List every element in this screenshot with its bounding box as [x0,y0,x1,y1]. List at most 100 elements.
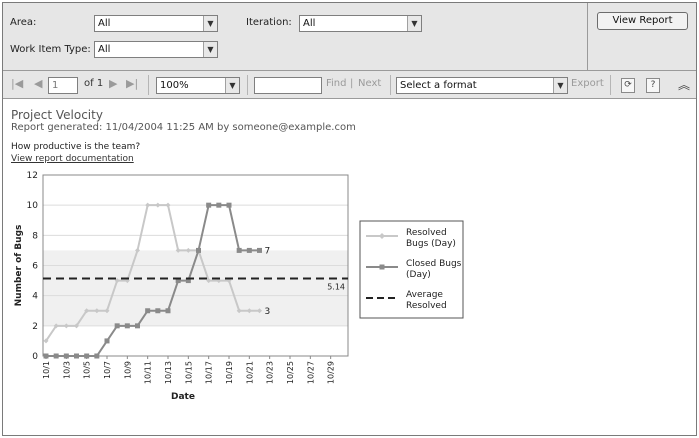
data-point [185,278,191,284]
data-point [104,308,110,314]
find-separator: | [350,78,354,89]
previous-page-icon[interactable]: ◀ [34,77,43,90]
plot-border [42,174,349,357]
resolved-end-label: 3 [265,307,271,317]
legend-label-line: (Day) [406,270,431,280]
data-point [135,323,140,329]
export-format-value: Select a format [400,80,477,91]
parameters-bar: Area: All ▼ Iteration: All ▼ Work Item T… [3,3,696,71]
toolbar-separator [390,75,391,95]
x-tick-label: 10/5 [83,361,92,379]
work-item-type-select[interactable]: All ▼ [94,41,218,58]
data-point [226,278,232,284]
x-tick-label: 10/23 [266,361,275,384]
legend-label-line: Resolved [406,301,447,311]
x-tick-label: 10/19 [225,361,234,384]
y-tick-label: 12 [27,171,38,181]
legend-box [359,220,464,319]
y-tick-label: 6 [32,262,38,272]
report-title: Project Velocity [11,108,103,122]
view-report-button[interactable]: View Report [597,12,688,30]
x-tick-label: 10/11 [144,361,153,384]
data-point [145,308,151,314]
report-toolbar: |◀ ◀ 1 of 1 ▶ ▶| 100% ▼ Find | Next Sele… [3,71,696,99]
find-link[interactable]: Find [326,78,347,89]
area-select-value: All [98,18,111,29]
x-tick-label: 10/27 [306,361,315,384]
export-format-select[interactable]: Select a format ▼ [396,77,568,94]
chevron-down-icon[interactable]: ▼ [225,78,239,93]
data-point [236,308,242,314]
data-point [246,308,252,314]
toolbar-separator [148,75,149,95]
iteration-select-value: All [303,18,316,29]
toolbar-separator [610,75,611,95]
chevron-down-icon[interactable]: ▼ [203,42,217,57]
data-point [216,278,222,284]
data-point [236,247,242,253]
view-report-documentation-link[interactable]: View report documentation [11,154,134,164]
next-page-icon[interactable]: ▶ [109,77,118,90]
data-point [63,353,69,359]
data-point [226,202,232,208]
x-tick-label: 10/15 [184,361,193,384]
chevron-down-icon[interactable]: ▼ [203,16,217,31]
plot-shaded-band [43,250,348,326]
toolbar-separator [247,75,248,95]
data-point [63,323,69,329]
area-select[interactable]: All ▼ [94,15,218,32]
data-point [53,323,59,329]
y-tick-label: 2 [32,322,38,332]
x-tick-label: 10/9 [123,361,132,379]
x-tick-label: 10/1 [42,361,51,379]
collapse-icon[interactable]: ︽ [678,78,691,92]
zoom-select[interactable]: 100% ▼ [156,77,240,94]
export-link[interactable]: Export [571,78,604,89]
data-point [155,202,161,208]
report-content: Project Velocity Report generated: 11/04… [3,100,696,435]
refresh-icon[interactable]: ⟳ [621,78,635,93]
x-tick-label: 10/7 [103,361,112,379]
data-point [135,247,140,253]
next-link[interactable]: Next [358,78,382,89]
report-generated: Report generated: 11/04/2004 11:25 AM by… [11,122,356,133]
data-point [84,308,90,314]
legend-label-line: Closed Bugs [406,259,462,269]
area-label: Area: [10,17,37,28]
iteration-label: Iteration: [246,17,292,28]
data-point [196,247,201,253]
data-point [53,353,59,359]
chevron-down-icon[interactable]: ▼ [553,78,567,93]
data-point [206,278,212,284]
data-point [257,247,262,253]
y-tick-label: 10 [27,201,39,211]
data-point [165,308,171,314]
data-point [145,202,151,208]
series-line [46,204,260,357]
y-tick-label: 0 [32,352,38,362]
data-point [124,323,130,329]
velocity-chart: 0 2 4 6 8 10 12 10/1 10/3 10/5 10/7 10/9 10/11 10/13 1… [14,171,464,402]
data-point [104,338,110,344]
y-tick-label: 8 [32,231,38,241]
page-number-input[interactable]: 1 [48,77,78,94]
chevron-down-icon[interactable]: ▼ [407,16,421,31]
data-point [175,278,181,284]
data-point [74,323,79,329]
legend-label-line: Resolved [406,228,447,238]
page-number-value: 1 [52,80,59,91]
data-point [94,353,100,359]
first-page-icon[interactable]: |◀ [11,77,24,90]
data-point [155,308,161,314]
help-icon[interactable]: ? [646,78,660,93]
x-tick-label: 10/29 [327,361,336,384]
data-point [257,308,262,314]
data-point [43,338,49,344]
closed-end-label: 7 [265,246,271,256]
data-point [114,278,120,284]
last-page-icon[interactable]: ▶| [126,77,139,90]
x-tick-label: 10/17 [205,361,214,384]
iteration-select[interactable]: All ▼ [299,15,422,32]
find-input[interactable] [254,77,322,94]
